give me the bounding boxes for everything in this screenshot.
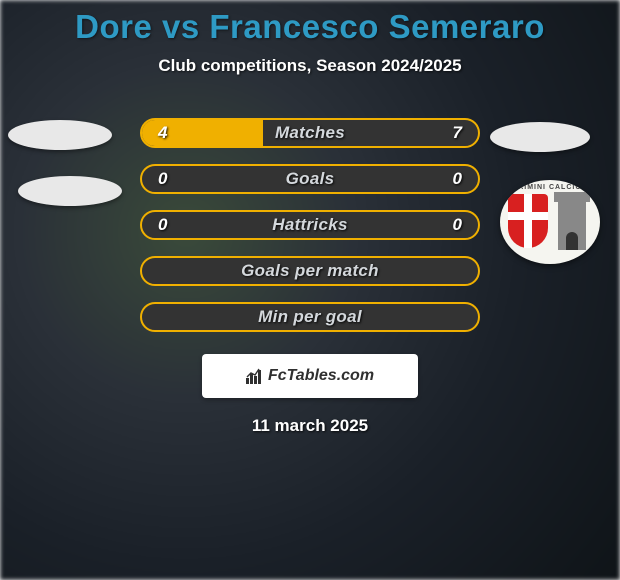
stat-label: Goals xyxy=(142,169,478,189)
stat-bar: 00Goals xyxy=(140,164,480,194)
stat-label: Min per goal xyxy=(142,307,478,327)
subtitle: Club competitions, Season 2024/2025 xyxy=(0,56,620,76)
generated-date: 11 march 2025 xyxy=(0,416,620,436)
stat-label: Goals per match xyxy=(142,261,478,281)
stat-bar: Goals per match xyxy=(140,256,480,286)
stat-row: Min per goal xyxy=(0,294,620,340)
stat-row: 00Goals xyxy=(0,156,620,202)
fctables-branding: FcTables.com xyxy=(202,354,418,398)
stat-bar: Min per goal xyxy=(140,302,480,332)
stat-label: Matches xyxy=(142,123,478,143)
stat-label: Hattricks xyxy=(142,215,478,235)
stat-row: Goals per match xyxy=(0,248,620,294)
fctables-label: FcTables.com xyxy=(268,367,374,385)
stats-chart: 47Matches 00Goals 00Hattricks Goals per mat… xyxy=(0,110,620,340)
bar-chart-icon xyxy=(246,368,264,384)
stat-row: 47Matches xyxy=(0,110,620,156)
stat-row: 00Hattricks xyxy=(0,202,620,248)
stat-bar: 00Hattricks xyxy=(140,210,480,240)
stat-bar: 47Matches xyxy=(140,118,480,148)
page-title: Dore vs Francesco Semeraro xyxy=(0,8,620,46)
